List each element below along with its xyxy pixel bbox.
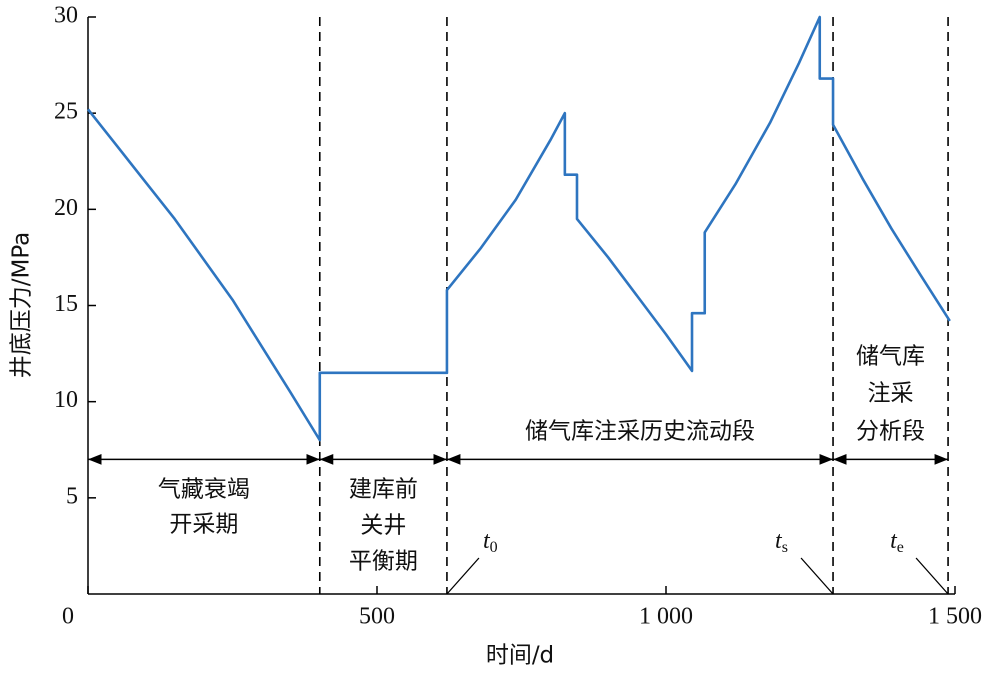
phase-label: 建库前: [349, 477, 418, 503]
y-axis-title: 井底压力/MPa: [9, 232, 35, 379]
x-tick-label: 1 500: [928, 604, 982, 630]
marker-label: t0: [483, 528, 498, 556]
marker-sub: e: [897, 539, 904, 556]
phase-label: 开采期: [169, 512, 238, 538]
phase-label: 分析段: [856, 419, 925, 445]
phase-label: 储气库注采历史流动段: [525, 419, 755, 445]
marker-label: te: [890, 528, 904, 556]
y-tick-label: 25: [54, 99, 78, 125]
marker-sub: s: [782, 539, 788, 556]
x-tick-label: 0: [62, 604, 74, 630]
phase-label: 平衡期: [349, 549, 418, 575]
marker-base: t: [775, 528, 783, 554]
marker-leader: [446, 557, 480, 595]
phase-label: 注采: [868, 381, 914, 407]
marker-leader: [915, 557, 949, 595]
y-tick-label: 10: [54, 387, 78, 413]
phase-label: 气藏衰竭: [158, 477, 250, 503]
y-tick-label: 5: [66, 483, 78, 509]
marker-leader: [800, 557, 834, 595]
y-tick-label: 20: [54, 195, 78, 221]
y-tick-label: 15: [54, 291, 78, 317]
phase-label: 关井: [360, 513, 406, 539]
marker-label: ts: [775, 528, 788, 556]
x-tick-label: 1 000: [639, 604, 693, 630]
marker-base: t: [890, 528, 898, 554]
y-tick-label: 30: [54, 3, 78, 29]
marker-base: t: [483, 528, 491, 554]
x-tick-label: 500: [359, 604, 395, 630]
phase-label: 储气库: [856, 344, 925, 370]
pressure-line: [86, 15, 951, 442]
marker-sub: 0: [490, 539, 498, 556]
x-axis-title: 时间/d: [486, 643, 554, 669]
